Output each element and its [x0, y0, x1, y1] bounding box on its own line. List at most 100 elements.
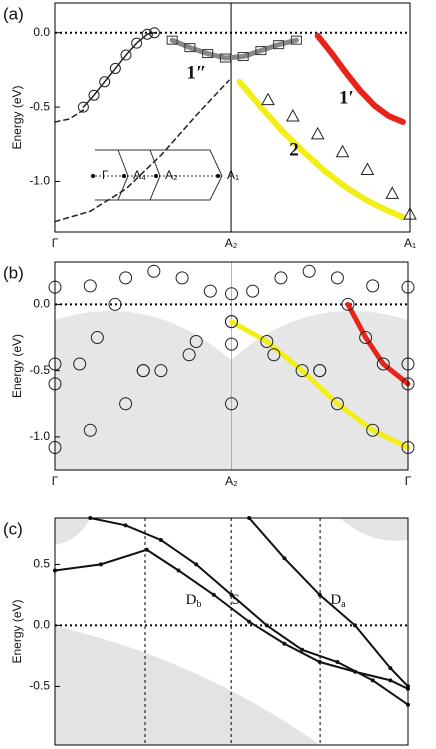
marker [376, 357, 390, 371]
plot-frame [54, 2, 411, 233]
marker [255, 46, 267, 56]
plot-frame [54, 261, 409, 471]
x-tick-label: A₁ [404, 236, 416, 250]
marker [77, 101, 89, 113]
marker [353, 623, 358, 628]
bulk-shade [340, 518, 408, 541]
marker [211, 592, 216, 597]
marker [385, 186, 400, 199]
marker [136, 364, 150, 378]
marker [83, 279, 97, 293]
y-tick-label: -1.0 [29, 174, 50, 188]
marker [264, 623, 269, 628]
annotation: Db [186, 592, 202, 610]
y-axis-label: Energy (eV) [10, 85, 24, 149]
marker [274, 271, 288, 285]
marker [176, 568, 181, 573]
annotation-sub: a [341, 599, 346, 610]
marker [370, 678, 375, 683]
x-tick-label: Γ [405, 474, 412, 488]
marker [317, 660, 322, 665]
annotation: Da [330, 592, 346, 610]
y-tick-label: 0.0 [33, 618, 50, 632]
annotation-text: 1″ [186, 63, 206, 84]
marker [300, 647, 305, 652]
marker [366, 279, 380, 293]
inset-label: A₁ [227, 168, 239, 182]
marker [166, 35, 178, 45]
inset-point [154, 174, 158, 178]
marker [225, 397, 238, 411]
marker [282, 556, 287, 561]
marker [260, 334, 274, 348]
x-tick-label: A₂ [225, 236, 238, 250]
marker [202, 49, 214, 59]
series-line [82, 31, 156, 108]
marker [246, 284, 260, 298]
marker [341, 297, 355, 311]
annotation-text: D [330, 592, 341, 608]
marker [119, 271, 133, 285]
x-tick-label: Γ [52, 236, 59, 250]
marker [175, 271, 189, 285]
y-tick-label: 0.5 [33, 557, 50, 571]
annotation-text: S [232, 592, 240, 608]
annotation: 1′ [339, 88, 354, 109]
annotation: S [232, 592, 240, 608]
y-tick-label: -1.0 [29, 429, 50, 443]
marker [317, 592, 322, 597]
marker [119, 397, 133, 411]
marker [108, 297, 122, 311]
marker [83, 423, 97, 437]
marker [123, 523, 128, 528]
series-line [169, 37, 299, 61]
series-line [54, 79, 230, 223]
y-tick-label: -0.5 [29, 679, 50, 693]
panel-label: (c) [3, 519, 23, 538]
marker [330, 271, 344, 285]
marker [182, 348, 196, 362]
marker [90, 331, 104, 345]
inset [95, 149, 223, 201]
marker [148, 27, 160, 39]
panel-label: (b) [3, 263, 24, 282]
series-line [345, 301, 411, 387]
marker [120, 49, 132, 61]
inset-label: Γ [102, 168, 109, 182]
marker [388, 666, 393, 671]
y-tick-label: -0.5 [29, 363, 50, 377]
marker [144, 547, 149, 552]
marker [261, 92, 275, 106]
inset-point [122, 174, 126, 178]
marker [335, 144, 350, 158]
marker [219, 53, 231, 63]
marker [273, 40, 285, 50]
series-line [229, 319, 411, 450]
marker [131, 37, 143, 49]
marker [360, 162, 375, 176]
marker [330, 397, 344, 411]
plot-frame [54, 517, 409, 746]
marker [282, 641, 287, 646]
y-tick-label: -0.5 [29, 99, 50, 113]
marker [225, 337, 238, 351]
panel-label: (a) [3, 4, 24, 23]
marker [154, 364, 168, 378]
y-axis-label: Energy (eV) [10, 599, 24, 663]
marker [99, 76, 111, 88]
marker [247, 619, 252, 624]
marker [73, 357, 87, 371]
marker [184, 43, 196, 53]
x-tick-label: Γ [52, 474, 59, 488]
annotation-text: D [186, 592, 197, 608]
marker [366, 423, 380, 437]
marker [302, 264, 316, 278]
annotation-text: 1′ [339, 88, 354, 109]
bulk-shade [55, 626, 320, 745]
marker [237, 52, 249, 62]
marker [141, 28, 153, 40]
marker [225, 287, 238, 301]
series-line [248, 517, 409, 688]
marker [158, 537, 163, 542]
